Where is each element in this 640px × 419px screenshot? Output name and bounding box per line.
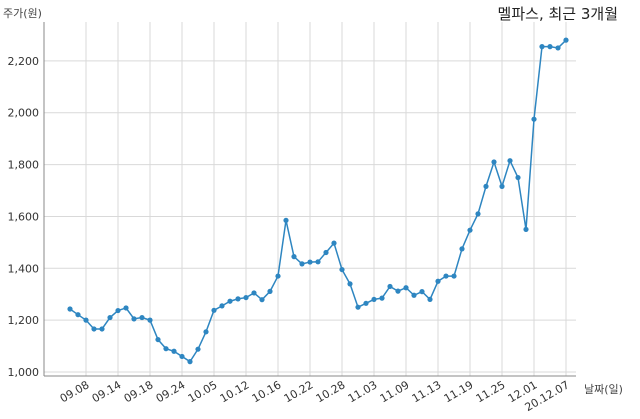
data-point (99, 326, 105, 332)
data-point (211, 307, 217, 313)
data-point (347, 281, 353, 287)
x-tick-label: 11.09 (378, 378, 412, 405)
x-tick-label: 11.13 (410, 378, 444, 405)
data-point (195, 346, 201, 352)
data-point (251, 290, 257, 296)
data-point (139, 314, 145, 321)
data-point (83, 317, 89, 323)
x-axis-label: 날짜(일) (584, 383, 623, 396)
data-points (67, 37, 569, 365)
data-point (163, 346, 169, 352)
data-point (227, 298, 233, 304)
data-point (555, 45, 561, 51)
data-point (363, 300, 369, 306)
y-tick-label: 1,400 (8, 262, 40, 275)
y-tick-label: 1,000 (8, 366, 40, 379)
data-point (67, 306, 73, 312)
data-point (427, 296, 433, 303)
y-tick-label: 1,800 (8, 159, 40, 172)
grid-lines (44, 22, 576, 376)
data-point (267, 288, 273, 294)
data-point (483, 183, 489, 189)
data-point (507, 158, 513, 164)
data-point (307, 259, 313, 265)
data-point (107, 314, 113, 321)
data-point (419, 289, 425, 295)
y-tick-label: 1,200 (8, 314, 40, 327)
data-point (339, 266, 345, 273)
x-tick-label: 10.16 (250, 378, 284, 405)
data-point (459, 246, 465, 252)
x-tick-label: 09.14 (90, 378, 124, 405)
y-tick-label: 2,000 (8, 107, 40, 120)
data-point (147, 317, 153, 323)
data-point (443, 273, 449, 279)
data-point (523, 226, 529, 233)
data-point (379, 295, 385, 301)
data-point (291, 254, 297, 260)
data-point (331, 240, 337, 246)
x-tick-label: 09.24 (154, 378, 188, 405)
data-point (475, 211, 481, 217)
x-tick-labels: 09.0809.1409.1809.2410.0510.1210.1610.22… (58, 378, 572, 414)
data-point (75, 312, 81, 318)
x-tick-label: 10.05 (186, 378, 220, 405)
x-tick-label: 11.25 (474, 378, 508, 405)
series-line (69, 39, 567, 363)
data-point (435, 278, 441, 284)
data-point (403, 285, 409, 291)
data-point (243, 294, 249, 301)
data-point (259, 297, 265, 303)
axes (43, 22, 576, 377)
data-point (91, 326, 97, 332)
data-point (411, 292, 417, 298)
x-tick-label: 10.22 (282, 378, 316, 405)
x-tick-label: 10.28 (314, 378, 348, 405)
data-point (515, 174, 521, 181)
x-tick-label: 09.08 (58, 378, 92, 405)
data-point (131, 316, 137, 322)
data-point (451, 273, 457, 279)
data-point (491, 159, 497, 165)
chart-title: 멜파스, 최근 3개월 (497, 5, 618, 23)
data-point (155, 336, 161, 343)
data-point (315, 259, 321, 265)
data-point (219, 303, 225, 309)
x-tick-label: 09.18 (122, 378, 156, 405)
data-point (563, 37, 569, 43)
data-point (123, 305, 129, 311)
data-point (467, 227, 473, 233)
data-point (299, 261, 305, 267)
data-point (187, 359, 193, 365)
data-point (395, 288, 401, 294)
data-point (323, 249, 329, 256)
data-point (371, 296, 377, 303)
x-tick-label: 10.12 (218, 378, 252, 405)
data-point (547, 44, 553, 50)
data-point (539, 44, 545, 50)
data-point (115, 307, 121, 314)
data-point (355, 304, 361, 310)
data-point (387, 283, 393, 290)
y-tick-label: 2,200 (8, 55, 40, 68)
data-point (531, 116, 537, 122)
data-point (203, 329, 209, 335)
y-axis-label: 주가(원) (3, 7, 42, 20)
x-tick-label: 11.03 (346, 378, 380, 405)
data-point (171, 348, 177, 354)
y-tick-labels: 1,000 1,200 1,400 1,600 1,800 2,000 2,200 (8, 55, 40, 379)
y-tick-label: 1,600 (8, 210, 40, 223)
data-point (179, 353, 185, 360)
x-tick-label: 11.19 (442, 378, 476, 405)
data-point (499, 183, 505, 189)
data-point (283, 217, 289, 223)
data-point (235, 296, 241, 302)
data-point (275, 273, 281, 279)
